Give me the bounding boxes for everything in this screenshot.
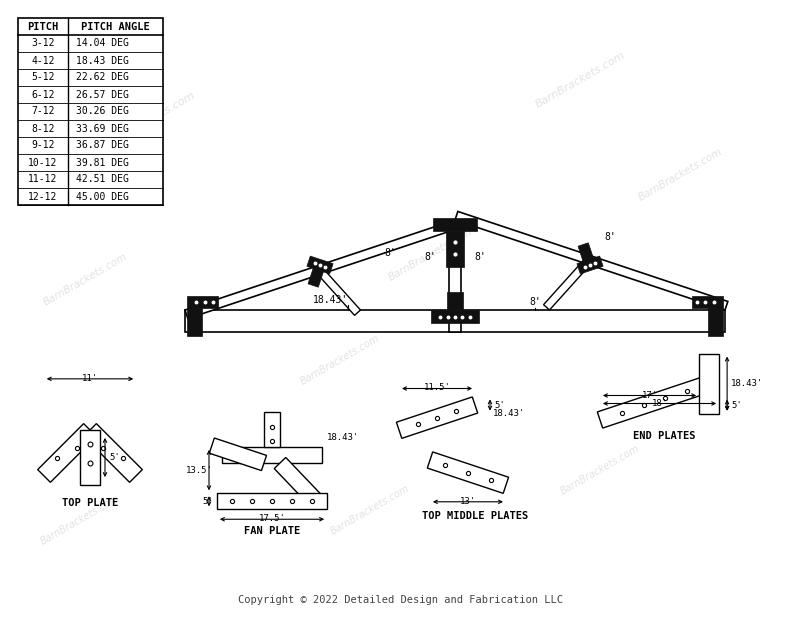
Text: PITCH ANGLE: PITCH ANGLE <box>81 22 150 32</box>
Text: 14.04 DEG: 14.04 DEG <box>76 38 129 48</box>
Text: BarnBrackets.com: BarnBrackets.com <box>298 333 382 387</box>
Text: PITCH: PITCH <box>27 22 58 32</box>
Text: 5': 5' <box>731 400 742 410</box>
Polygon shape <box>307 256 333 274</box>
Polygon shape <box>431 310 479 323</box>
Text: 33.69 DEG: 33.69 DEG <box>76 124 129 133</box>
Text: 12-12: 12-12 <box>28 192 58 201</box>
Text: 9-12: 9-12 <box>31 140 54 151</box>
Text: END PLATES: END PLATES <box>634 431 696 441</box>
Polygon shape <box>446 231 464 266</box>
Polygon shape <box>264 412 280 447</box>
Bar <box>699 353 719 413</box>
Text: 30.26 DEG: 30.26 DEG <box>76 106 129 117</box>
Text: 8': 8' <box>424 252 436 262</box>
Text: BarnBrackets.com: BarnBrackets.com <box>42 252 129 308</box>
Polygon shape <box>427 452 509 493</box>
Polygon shape <box>185 220 458 318</box>
Text: 11': 11' <box>82 374 98 383</box>
Text: 8': 8' <box>474 252 486 262</box>
Text: 18.43': 18.43' <box>493 408 526 418</box>
Polygon shape <box>433 218 478 231</box>
Text: Copyright © 2022 Detailed Design and Fabrication LLC: Copyright © 2022 Detailed Design and Fab… <box>238 595 562 605</box>
Text: 5': 5' <box>202 497 213 506</box>
Text: 26.57 DEG: 26.57 DEG <box>76 90 129 99</box>
Text: 3-12: 3-12 <box>31 38 54 48</box>
Text: 18': 18' <box>651 399 668 407</box>
Text: 13.5': 13.5' <box>186 465 213 475</box>
Polygon shape <box>397 397 478 438</box>
Text: 17': 17' <box>642 391 658 399</box>
Text: BarnBrackets.com: BarnBrackets.com <box>534 50 626 110</box>
Text: 42.51 DEG: 42.51 DEG <box>76 174 129 185</box>
Text: FAN PLATE: FAN PLATE <box>244 527 300 536</box>
Polygon shape <box>447 292 463 310</box>
Text: 5': 5' <box>109 453 120 462</box>
Text: 6-12: 6-12 <box>31 90 54 99</box>
Polygon shape <box>210 438 266 470</box>
Text: 22.62 DEG: 22.62 DEG <box>76 72 129 82</box>
Text: BarnBrackets.com: BarnBrackets.com <box>38 493 122 547</box>
Text: 39.81 DEG: 39.81 DEG <box>76 158 129 167</box>
Polygon shape <box>187 296 218 308</box>
Text: BarnBrackets.com: BarnBrackets.com <box>558 443 642 497</box>
Text: 8': 8' <box>384 247 396 258</box>
Text: 18.43': 18.43' <box>327 433 359 442</box>
Text: 5-12: 5-12 <box>31 72 54 82</box>
Text: 18.43': 18.43' <box>731 379 763 388</box>
Text: BarnBrackets.com: BarnBrackets.com <box>386 227 474 283</box>
Bar <box>185 310 725 332</box>
Polygon shape <box>455 211 728 310</box>
Polygon shape <box>578 243 595 267</box>
Text: 36.87 DEG: 36.87 DEG <box>76 140 129 151</box>
Polygon shape <box>543 260 590 310</box>
Bar <box>449 220 461 332</box>
Polygon shape <box>187 308 202 336</box>
Text: 7-12: 7-12 <box>31 106 54 117</box>
Text: 45.00 DEG: 45.00 DEG <box>76 192 129 201</box>
Polygon shape <box>314 265 361 315</box>
Text: TOP PLATE: TOP PLATE <box>62 498 118 508</box>
Polygon shape <box>222 447 322 463</box>
Text: BarnBrackets.com: BarnBrackets.com <box>636 147 724 203</box>
Text: BarnBrackets.com: BarnBrackets.com <box>103 90 197 150</box>
Polygon shape <box>274 457 322 507</box>
Text: BarnBrackets.com: BarnBrackets.com <box>329 483 411 537</box>
Text: 18.43': 18.43' <box>312 295 348 305</box>
Text: 11.5': 11.5' <box>424 384 450 392</box>
Bar <box>18 18 163 205</box>
Text: 10-12: 10-12 <box>28 158 58 167</box>
Text: 4-12: 4-12 <box>31 56 54 66</box>
Polygon shape <box>577 256 603 274</box>
Text: 8-12: 8-12 <box>31 124 54 133</box>
Text: 5': 5' <box>494 400 505 410</box>
Text: 8': 8' <box>529 297 541 307</box>
Bar <box>217 493 327 509</box>
Polygon shape <box>308 263 325 287</box>
Polygon shape <box>708 308 723 336</box>
Polygon shape <box>84 423 142 482</box>
Polygon shape <box>38 423 96 482</box>
Text: 8': 8' <box>604 232 616 242</box>
Polygon shape <box>692 296 723 308</box>
Polygon shape <box>80 430 100 485</box>
Text: 11-12: 11-12 <box>28 174 58 185</box>
Text: 18.43 DEG: 18.43 DEG <box>76 56 129 66</box>
Text: TOP MIDDLE PLATES: TOP MIDDLE PLATES <box>422 511 528 521</box>
Text: 13': 13' <box>460 497 476 506</box>
Polygon shape <box>598 376 712 428</box>
Text: 17.5': 17.5' <box>258 514 286 523</box>
